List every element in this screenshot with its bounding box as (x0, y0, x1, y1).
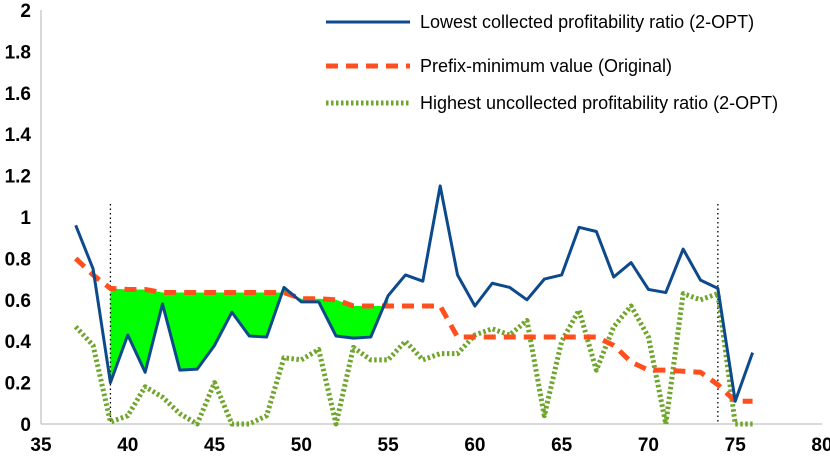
series-line-solid (74, 184, 754, 403)
series-line-dashed (73, 256, 753, 404)
legend: Lowest collected profitability ratio (2-… (326, 12, 778, 113)
series-layer (73, 184, 754, 427)
y-tick-label: 0 (20, 415, 31, 436)
x-tick-label: 75 (725, 435, 747, 456)
x-tick-label: 55 (378, 435, 400, 456)
y-tick-label: 1 (20, 208, 31, 229)
y-tick-label: 0.4 (5, 332, 32, 353)
y-tick-label: 1.6 (5, 84, 31, 105)
y-tick-label: 1.8 (5, 42, 31, 63)
y-tick-label: 2 (20, 1, 31, 22)
y-tick-label: 0.8 (5, 249, 31, 270)
series-line-dotted (73, 291, 753, 427)
x-tick-label: 40 (117, 435, 138, 456)
x-tick-label: 60 (464, 435, 485, 456)
y-tick-label: 1.2 (5, 167, 31, 188)
x-tick-label: 65 (551, 435, 573, 456)
axes (40, 10, 822, 425)
legend-label: Lowest collected profitability ratio (2-… (420, 12, 754, 32)
y-tick-label: 0.2 (5, 374, 31, 395)
x-tick-label: 35 (30, 435, 52, 456)
x-tick-label: 70 (638, 435, 659, 456)
x-tick-label: 80 (811, 435, 830, 456)
x-tick-label: 45 (204, 435, 226, 456)
vertical-marker-layer (109, 204, 719, 424)
y-tick-label: 1.4 (5, 125, 32, 146)
tick-label-layer: 35 40 45 50 55 60 65 70 75 80 0 0.2 0.4 0.6 0.8 1 1.2 1.4… (5, 1, 830, 456)
y-tick-label: 0.6 (5, 291, 31, 312)
legend-label: Prefix-minimum value (Original) (420, 56, 672, 76)
legend-label: Highest uncollected profitability ratio … (420, 93, 778, 113)
x-tick-label: 50 (291, 435, 312, 456)
